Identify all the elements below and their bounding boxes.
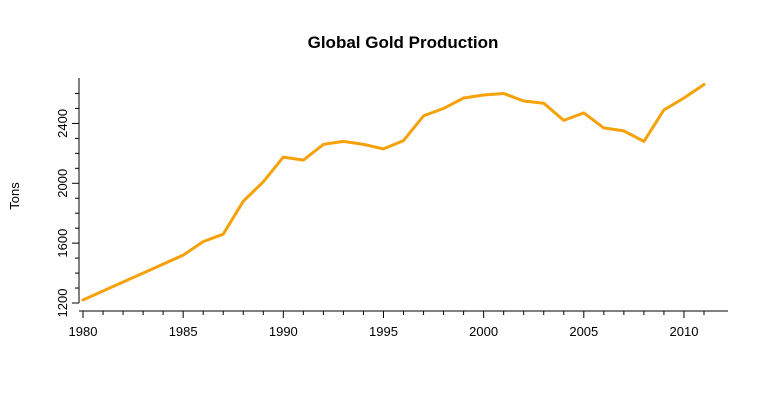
x-tick-label: 2005: [569, 324, 598, 339]
y-axis-label: Tons: [7, 182, 22, 210]
y-tick-label: 1200: [55, 289, 70, 318]
y-tick-label: 2000: [55, 169, 70, 198]
axes: 1200 1600 2000 2400 1980 1985 1990 1995 2000 2005…: [55, 78, 728, 339]
x-tick-label: 1995: [369, 324, 398, 339]
series-group: [81, 83, 706, 302]
y-tick-label: 2400: [55, 109, 70, 138]
x-tick-label: 1980: [69, 324, 98, 339]
x-tick-label: 1990: [269, 324, 298, 339]
x-tick-label: 1985: [169, 324, 198, 339]
series-line-0: [81, 83, 706, 302]
y-tick-label: 1600: [55, 229, 70, 258]
chart-title: Global Gold Production: [308, 33, 499, 52]
x-tick-label: 2010: [670, 324, 699, 339]
x-tick-label: 2000: [469, 324, 498, 339]
